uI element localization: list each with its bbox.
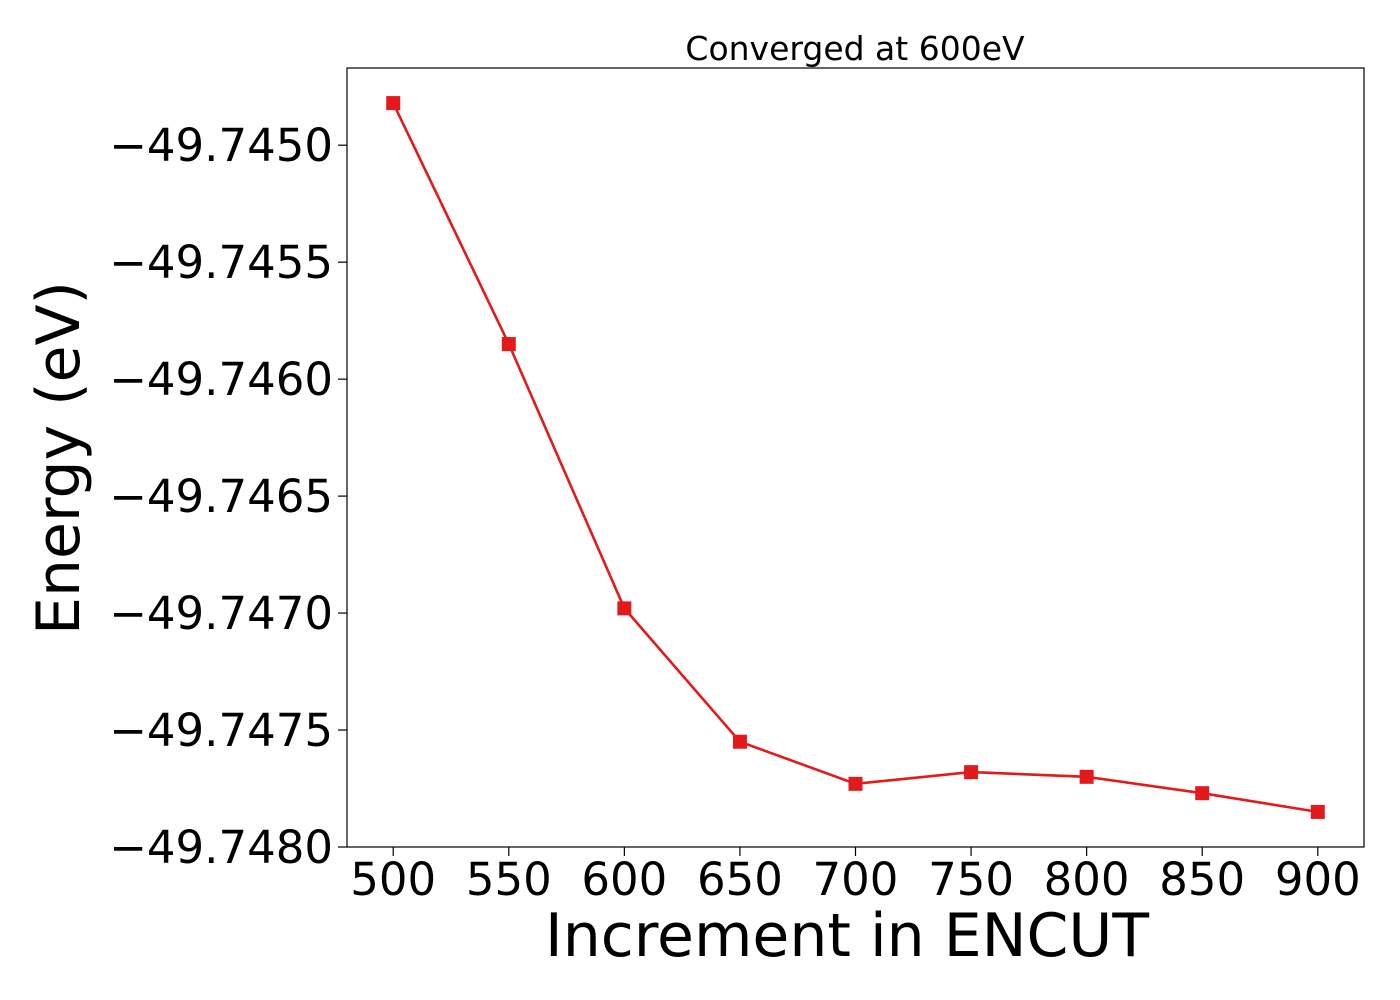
y-tick-label: −49.7470 — [109, 587, 333, 640]
chart-title: Converged at 600eV — [685, 29, 1025, 68]
x-tick-label: 650 — [697, 853, 783, 906]
data-point-marker — [617, 601, 632, 616]
data-point-marker — [964, 765, 979, 780]
x-tick-label: 750 — [928, 853, 1014, 906]
y-tick-label: −49.7450 — [109, 119, 333, 172]
x-axis: 500 550 600 650 700 750 800 850 900 — [350, 847, 1361, 906]
data-point-marker — [501, 337, 516, 352]
y-tick-label: −49.7455 — [109, 236, 333, 289]
y-axis: −49.7450 −49.7455 −49.7460 −49.7465 −49.7470… — [109, 119, 347, 874]
series-line — [392, 102, 1319, 814]
x-tick-label: 900 — [1275, 853, 1361, 906]
x-tick-label: 550 — [466, 853, 552, 906]
data-point-marker — [848, 776, 863, 791]
x-tick-label: 850 — [1159, 853, 1245, 906]
x-tick-label: 600 — [581, 853, 667, 906]
data-point-marker — [1310, 804, 1325, 819]
x-axis-label: Increment in ENCUT — [545, 901, 1149, 971]
data-point-marker — [732, 734, 747, 749]
y-axis-label: Energy (eV) — [24, 281, 94, 635]
data-point-marker — [386, 96, 401, 111]
y-tick-label: −49.7475 — [109, 704, 333, 757]
x-tick-label: 700 — [813, 853, 899, 906]
data-point-marker — [1195, 786, 1210, 801]
data-point-marker — [1079, 769, 1094, 784]
y-tick-label: −49.7465 — [109, 470, 333, 523]
plot-area-frame — [346, 67, 1365, 848]
x-tick-label: 500 — [350, 853, 436, 906]
x-tick-label: 800 — [1044, 853, 1130, 906]
y-tick-label: −49.7460 — [109, 353, 333, 406]
series-layer — [386, 96, 1325, 819]
y-tick-label: −49.7480 — [109, 821, 333, 874]
